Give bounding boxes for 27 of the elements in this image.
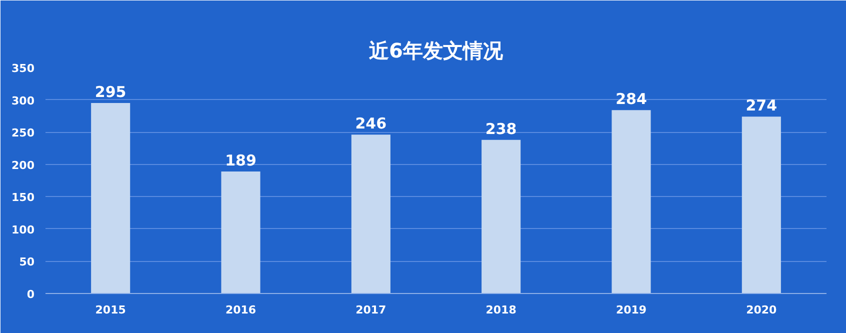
x-tick-label: 2020 [746, 304, 778, 316]
data-label: 295 [94, 83, 126, 102]
x-tick-label: 2019 [616, 304, 647, 316]
x-tick-label: 2015 [95, 304, 126, 316]
y-tick-label: 0 [26, 288, 35, 301]
bar [221, 171, 260, 294]
x-tick-label: 2018 [486, 304, 516, 316]
x-tick-label: 2016 [225, 304, 256, 316]
y-tick-label: 100 [12, 223, 35, 236]
data-label: 189 [225, 151, 256, 170]
y-tick-label: 250 [12, 126, 35, 140]
data-label: 284 [616, 90, 647, 108]
y-tick-label: 150 [12, 191, 35, 204]
bar [482, 140, 521, 294]
y-tick-label: 300 [12, 94, 35, 108]
bar [612, 110, 651, 294]
y-tick-label: 350 [12, 62, 35, 75]
data-label: 274 [746, 96, 778, 115]
y-tick-label: 200 [12, 158, 35, 172]
x-tick-label: 2017 [356, 304, 386, 316]
bar [91, 103, 130, 294]
chart-title: 近6年发文情况 [368, 38, 504, 62]
bar [742, 116, 781, 294]
bar [351, 134, 390, 294]
y-tick-label: 50 [19, 256, 35, 269]
data-label: 246 [355, 114, 387, 133]
data-label: 238 [485, 120, 517, 138]
